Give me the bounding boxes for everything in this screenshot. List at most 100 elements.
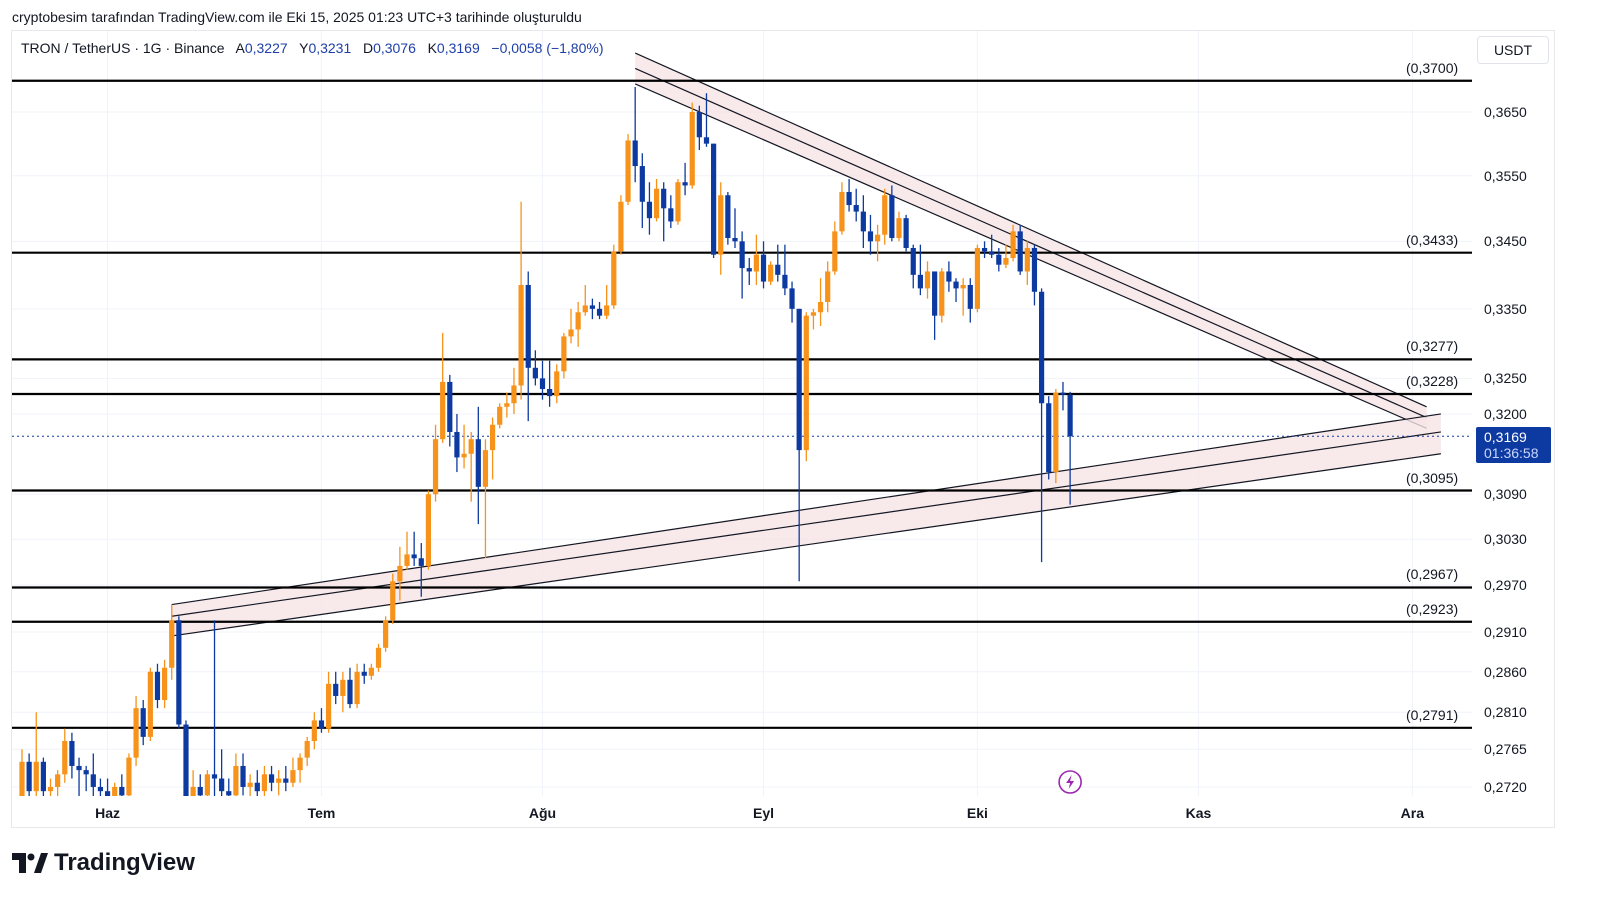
candle-body — [112, 786, 118, 796]
candle-body — [996, 254, 1002, 265]
candle-body — [97, 786, 104, 792]
candle-up — [653, 178, 660, 222]
logo-text: TradingView — [54, 849, 195, 876]
ascending-channel-fill — [171, 413, 1441, 636]
currency-button[interactable]: USDT — [1477, 36, 1549, 64]
candle-body — [632, 140, 638, 167]
candle-down — [26, 753, 32, 796]
candle-body — [283, 778, 289, 783]
candle-body — [55, 774, 61, 787]
candle-body — [333, 683, 339, 696]
candle-body — [219, 778, 225, 792]
candle-body — [47, 786, 54, 792]
candle-body — [739, 241, 745, 269]
candle-down — [211, 620, 218, 796]
candle-down — [932, 271, 938, 340]
candle-body — [532, 367, 538, 379]
candle-up — [482, 439, 489, 559]
candle-down — [732, 208, 738, 248]
candle-body — [653, 188, 660, 219]
candle-up — [518, 201, 524, 400]
candle-body — [589, 305, 595, 309]
candle-down — [547, 360, 553, 407]
candle-down — [775, 244, 781, 282]
price-tick-label: 0,3450 — [1484, 233, 1527, 250]
candle-body — [397, 565, 403, 582]
candle-down — [418, 543, 424, 597]
candle-body — [960, 284, 966, 289]
candle-down — [846, 178, 852, 212]
candle-down — [853, 188, 859, 222]
candle-up — [554, 364, 560, 404]
candle-down — [632, 86, 638, 183]
candle-body — [539, 378, 546, 390]
candle-body — [1067, 394, 1073, 437]
candle-up — [689, 102, 695, 189]
candle-body — [40, 761, 46, 792]
candle-body — [575, 312, 581, 330]
candle-down — [411, 531, 417, 566]
candle-body — [974, 247, 981, 309]
candle-down — [119, 774, 125, 796]
candle-down — [860, 195, 866, 248]
candle-down — [268, 765, 275, 792]
price-tick-label: 0,2720 — [1484, 778, 1527, 795]
candle-down — [967, 278, 973, 323]
candle-body — [425, 494, 432, 566]
candle-down — [361, 663, 367, 684]
descending-channel-line — [634, 52, 1427, 408]
candle-body — [390, 581, 396, 621]
lightning-icon-bolt — [1066, 775, 1075, 789]
candle-down — [1031, 244, 1038, 306]
candle-body — [162, 667, 168, 701]
candle-up — [839, 182, 845, 235]
candle-up — [504, 392, 510, 418]
level-label: (0,2923) — [1406, 600, 1459, 617]
candle-body — [775, 264, 781, 275]
candle-down — [475, 406, 481, 525]
time-tick-label: Tem — [307, 805, 336, 821]
candle-up — [753, 234, 759, 285]
candle-body — [126, 757, 132, 796]
candle-up — [33, 712, 39, 796]
candle-up — [896, 211, 902, 242]
candle-up — [561, 332, 567, 379]
level-label: (0,2967) — [1406, 566, 1459, 583]
candle-down — [40, 757, 46, 796]
candle-down — [454, 413, 460, 473]
candle-up — [290, 757, 296, 787]
candle-down — [910, 244, 916, 289]
high-value: 0,3231 — [308, 40, 352, 56]
time-tick-label: Eyl — [753, 805, 775, 821]
level-label: (0,3228) — [1406, 372, 1459, 389]
candle-up — [112, 782, 118, 796]
candle-down — [140, 700, 146, 746]
bar-countdown: 01:36:58 — [1484, 445, 1539, 461]
candle-body — [932, 271, 938, 316]
candle-body — [711, 143, 717, 255]
candle-body — [482, 450, 489, 487]
candle-body — [461, 453, 467, 458]
candle-body — [953, 281, 959, 289]
candle-up — [169, 604, 175, 680]
candle-up — [882, 188, 888, 245]
candle-down — [90, 753, 96, 796]
candle-body — [611, 251, 617, 306]
candle-up — [233, 753, 239, 796]
candle-up — [825, 261, 831, 313]
candle-down — [646, 182, 653, 235]
ascending-channel-line — [171, 413, 1441, 606]
candle-body — [782, 274, 788, 289]
candle-body — [967, 284, 973, 309]
candle-body — [817, 301, 824, 313]
price-tick-label: 0,3350 — [1484, 300, 1527, 317]
tradingview-logo[interactable]: TradingView — [12, 849, 195, 877]
candle-down — [917, 244, 923, 296]
candle-body — [1010, 231, 1016, 259]
price-tick-label: 0,3200 — [1484, 405, 1527, 422]
candle-up — [489, 417, 496, 480]
candle-body — [375, 647, 382, 668]
candle-body — [447, 381, 453, 432]
candle-body — [803, 315, 809, 451]
